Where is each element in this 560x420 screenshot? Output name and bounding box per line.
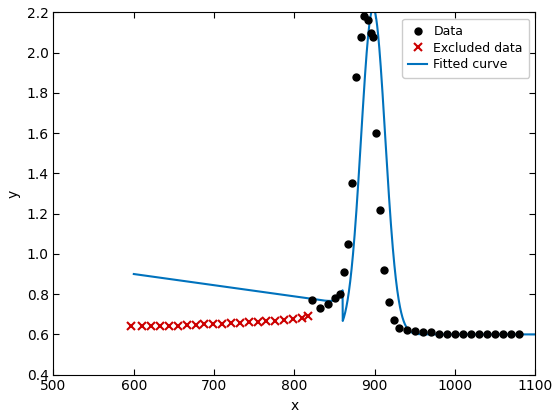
Data <box>361 14 368 19</box>
Excluded data <box>254 320 261 325</box>
Excluded data <box>236 321 243 326</box>
Line: Excluded data: Excluded data <box>127 312 312 331</box>
Fitted curve <box>130 271 137 276</box>
Fitted curve <box>447 332 454 337</box>
Fitted curve <box>521 332 528 337</box>
Data <box>476 332 483 337</box>
Data <box>500 332 507 337</box>
Data <box>325 302 332 307</box>
Data <box>492 332 498 337</box>
Line: Fitted curve: Fitted curve <box>134 8 535 334</box>
Data <box>345 241 352 247</box>
Data <box>460 332 466 337</box>
Data <box>370 34 376 39</box>
Excluded data <box>290 317 296 322</box>
Data <box>508 332 515 337</box>
Data <box>309 298 315 303</box>
Data <box>364 18 371 23</box>
Fitted curve <box>532 332 539 337</box>
Excluded data <box>210 322 217 327</box>
Excluded data <box>228 321 235 326</box>
Data <box>317 306 324 311</box>
Fitted curve <box>370 6 376 11</box>
Data <box>372 131 379 136</box>
Excluded data <box>138 324 145 329</box>
Data <box>376 207 383 212</box>
Excluded data <box>201 322 208 327</box>
Data <box>337 291 344 297</box>
Data <box>468 332 474 337</box>
Data <box>444 332 450 337</box>
Data <box>349 181 356 186</box>
Excluded data <box>166 324 172 329</box>
Fitted curve <box>475 332 482 337</box>
Excluded data <box>175 324 181 329</box>
Data <box>391 318 398 323</box>
Excluded data <box>245 320 252 325</box>
Excluded data <box>281 318 287 323</box>
Excluded data <box>184 323 190 328</box>
Excluded data <box>272 319 278 324</box>
Data <box>412 329 418 334</box>
Data <box>419 330 426 335</box>
Excluded data <box>128 324 135 329</box>
Data <box>484 332 491 337</box>
Fitted curve <box>315 297 322 302</box>
Data <box>353 74 360 79</box>
X-axis label: x: x <box>290 399 298 413</box>
Data <box>404 328 410 333</box>
Excluded data <box>157 324 164 329</box>
Fitted curve <box>521 332 528 337</box>
Data <box>452 332 459 337</box>
Data <box>386 300 393 305</box>
Fitted curve <box>151 274 158 279</box>
Data <box>332 296 338 301</box>
Data <box>436 332 442 337</box>
Data <box>367 30 374 35</box>
Data <box>516 332 522 337</box>
Excluded data <box>192 323 199 328</box>
Line: Data: Data <box>309 13 523 338</box>
Data <box>395 326 402 331</box>
Legend: Data, Excluded data, Fitted curve: Data, Excluded data, Fitted curve <box>402 19 529 78</box>
Excluded data <box>219 322 226 327</box>
Data <box>381 268 388 273</box>
Excluded data <box>148 324 155 329</box>
Data <box>341 270 348 275</box>
Data <box>358 34 365 39</box>
Fitted curve <box>326 298 333 303</box>
Data <box>428 330 435 335</box>
Excluded data <box>298 316 305 321</box>
Excluded data <box>305 314 311 319</box>
Excluded data <box>263 319 270 324</box>
Y-axis label: y: y <box>7 189 21 198</box>
